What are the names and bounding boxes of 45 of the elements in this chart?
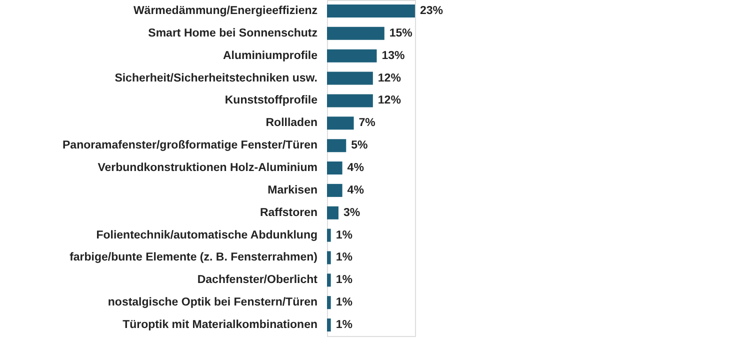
y-tick-label: Raffstoren <box>260 206 318 219</box>
bar <box>327 72 373 85</box>
bar <box>327 139 346 152</box>
bar <box>327 296 331 310</box>
y-tick-label: Aluminiumprofile <box>222 50 318 62</box>
bar <box>327 49 377 62</box>
y-tick-label: Sicherheit/Sicherheitstechniken usw. <box>114 72 318 84</box>
data-label: 4% <box>347 162 364 174</box>
y-tick-label: Türoptik mit Materialkombinationen <box>122 319 318 332</box>
data-label: 1% <box>336 319 352 332</box>
data-label: 1% <box>336 229 352 242</box>
bar <box>327 228 331 242</box>
y-tick-label: Markisen <box>268 184 318 196</box>
bar <box>327 161 342 175</box>
y-tick-label: Verbundkonstruktionen Holz-Aluminium <box>98 162 318 174</box>
bar <box>327 4 415 18</box>
data-label: 15% <box>389 27 412 40</box>
data-label: 3% <box>343 206 360 219</box>
data-label: 1% <box>336 274 352 286</box>
bar <box>327 206 338 220</box>
data-label: 7% <box>358 117 376 130</box>
data-label: 1% <box>336 252 352 264</box>
bar <box>327 274 331 287</box>
y-tick-label: Smart Home bei Sonnenschutz <box>148 27 318 40</box>
y-tick-label: farbige/bunte Elemente (z. B. Fensterrahmen) <box>70 252 318 264</box>
y-tick-label: Wärmedämmung/Energieeffizienz <box>133 4 318 17</box>
data-label: 5% <box>351 140 368 152</box>
bar <box>327 94 373 108</box>
data-label: 12% <box>378 94 401 107</box>
bar <box>327 318 331 332</box>
bar <box>327 26 384 40</box>
bar <box>327 116 354 130</box>
y-tick-label: Rollladen <box>266 117 318 130</box>
data-label: 13% <box>382 50 405 62</box>
data-label: 4% <box>347 184 364 196</box>
data-label: 1% <box>336 296 352 309</box>
y-tick-label: Folientechnik/automatische Abdunklung <box>96 229 318 242</box>
data-label: 12% <box>378 72 401 84</box>
data-label: 23% <box>420 4 444 17</box>
y-tick-label: nostalgische Optik bei Fenstern/Türen <box>108 296 318 309</box>
bar <box>327 251 331 264</box>
y-tick-label: Kunststoffprofile <box>224 94 318 107</box>
y-tick-label: Dachfenster/Oberlicht <box>197 274 318 286</box>
y-tick-label: Panoramafenster/großformatige Fenster/Türen <box>62 140 318 152</box>
bar <box>327 184 342 197</box>
